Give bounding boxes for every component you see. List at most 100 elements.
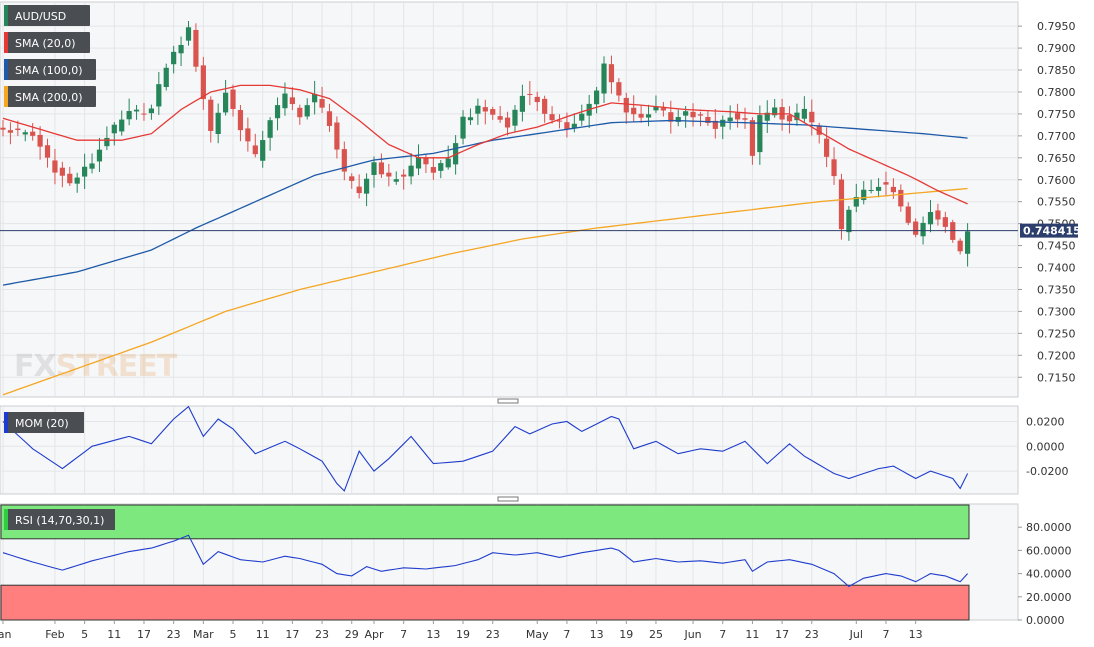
candle-body <box>957 240 963 252</box>
candle <box>616 78 622 102</box>
candle-body <box>824 138 830 157</box>
candle-body <box>534 96 540 103</box>
x-tick-label: 7 <box>882 628 889 641</box>
candle <box>734 103 741 128</box>
y-tick-label: 0.7700 <box>1037 130 1076 143</box>
candle <box>289 87 295 111</box>
candle <box>208 96 214 143</box>
candle <box>460 110 466 145</box>
candle-body <box>104 137 110 147</box>
mom-y-tick-label: 0.0200 <box>1026 415 1065 428</box>
candle <box>898 184 904 212</box>
candle-body <box>734 113 741 120</box>
candle-body <box>156 84 162 107</box>
y-tick-label: 0.7350 <box>1037 283 1076 296</box>
candle-body <box>712 120 718 129</box>
rsi-y-tick-label: 80.0000 <box>1026 521 1072 534</box>
candle <box>957 238 963 255</box>
candle <box>668 100 674 134</box>
candle-body <box>942 217 948 227</box>
mom-y-tick-label: 0.0000 <box>1026 440 1065 453</box>
candle-body <box>37 134 43 147</box>
x-tick-label: Apr <box>364 628 384 641</box>
candle <box>467 108 474 125</box>
candle-body <box>401 174 407 177</box>
candle-body <box>282 93 288 109</box>
x-tick-label: 25 <box>649 628 663 641</box>
candle <box>497 105 503 123</box>
candle-body <box>965 231 971 254</box>
candle-body <box>653 106 659 111</box>
pane-resize-handle[interactable] <box>497 398 519 404</box>
candle <box>690 103 696 127</box>
y-tick-label: 0.7200 <box>1037 349 1076 362</box>
candle <box>772 98 778 118</box>
candle <box>133 104 140 120</box>
candle <box>171 45 177 74</box>
candle-body <box>423 157 429 165</box>
candle <box>326 103 333 132</box>
candle-body <box>512 109 518 126</box>
candle <box>111 122 117 146</box>
candle-body <box>408 165 414 177</box>
candle <box>356 174 362 199</box>
candle <box>349 173 355 189</box>
candle-body <box>727 117 733 122</box>
x-tick-label: 17 <box>285 628 299 641</box>
candle-body <box>846 209 852 233</box>
candle <box>824 127 830 168</box>
legend-badge <box>4 5 90 26</box>
x-tick-label: Jan <box>0 628 12 641</box>
candle-body <box>697 114 704 116</box>
candle-body <box>549 114 555 121</box>
candle-body <box>356 186 362 194</box>
legend-item: SMA (200,0) <box>4 86 96 107</box>
candle-body <box>289 97 295 105</box>
y-tick-label: 0.7550 <box>1037 196 1076 209</box>
candle <box>571 113 577 133</box>
y-tick-label: 0.7300 <box>1037 305 1076 318</box>
candle-body <box>252 145 258 155</box>
y-tick-label: 0.7800 <box>1037 86 1076 99</box>
candle-body <box>497 116 503 120</box>
y-tick-label: 0.7850 <box>1037 64 1076 77</box>
candle-body <box>853 196 859 207</box>
x-tick-label: Mar <box>193 628 214 641</box>
candle-body <box>30 131 36 136</box>
candle-body <box>890 186 896 193</box>
candle <box>341 141 347 181</box>
candle-body <box>905 206 911 223</box>
candle-body <box>15 128 21 131</box>
candle-body <box>690 111 696 118</box>
candle <box>653 95 659 113</box>
candle-body <box>312 93 318 103</box>
y-tick-label: 0.7900 <box>1037 42 1076 55</box>
candle <box>423 153 429 174</box>
x-tick-label: 17 <box>775 628 789 641</box>
candle-body <box>809 111 815 123</box>
candle-body <box>200 65 206 100</box>
legend-badge <box>4 509 115 530</box>
candle <box>163 63 169 91</box>
candle <box>141 102 147 121</box>
legend-label: AUD/USD <box>15 10 66 23</box>
candle <box>883 171 889 197</box>
legend-badge <box>4 86 96 107</box>
candle-body <box>215 112 221 135</box>
legend-badge <box>4 32 90 53</box>
candle <box>430 157 436 180</box>
candle <box>215 103 221 144</box>
legend-swatch <box>4 86 8 107</box>
candle <box>156 71 162 115</box>
candle-body <box>438 163 444 171</box>
candle-body <box>542 98 548 114</box>
rsi-y-tick-label: 40.0000 <box>1026 568 1072 581</box>
legend-swatch <box>4 32 8 53</box>
x-tick-label: Jun <box>683 628 701 641</box>
candle-body <box>171 51 177 65</box>
pane-resize-handle[interactable] <box>497 496 519 502</box>
candle-body <box>772 107 778 116</box>
candle-body <box>453 143 459 165</box>
candle-body <box>304 105 310 117</box>
candle <box>96 137 103 173</box>
